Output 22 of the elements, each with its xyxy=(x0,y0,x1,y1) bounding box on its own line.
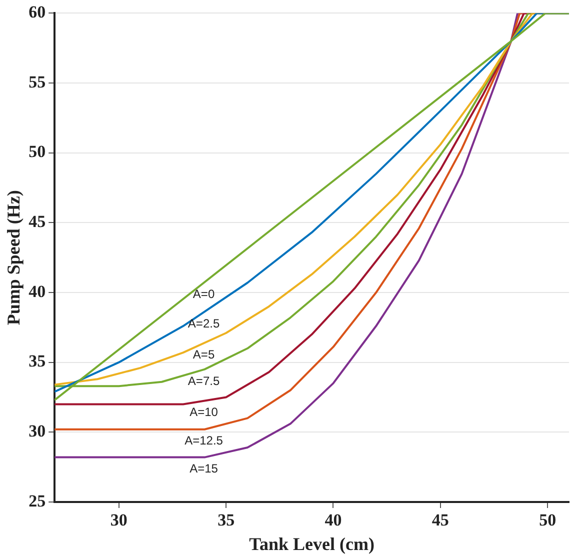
x-tick-label: 30 xyxy=(110,510,128,530)
series-label: A=15 xyxy=(190,462,218,476)
y-tick-label: 40 xyxy=(28,282,46,301)
x-tick-label: 50 xyxy=(539,510,556,530)
y-axis-title: Pump Speed (Hz) xyxy=(3,190,24,326)
series-label: A=7.5 xyxy=(188,374,220,388)
y-tick-label: 35 xyxy=(28,352,46,371)
y-tick-label: 30 xyxy=(28,422,46,441)
y-tick-label: 25 xyxy=(28,491,46,510)
y-tick-label: 45 xyxy=(28,212,46,232)
x-axis-title: Tank Level (cm) xyxy=(249,534,374,554)
y-tick-label: 55 xyxy=(28,72,46,92)
x-tick-label: 35 xyxy=(218,510,235,530)
series-label: A=5 xyxy=(192,347,215,362)
x-tick-label: 45 xyxy=(432,510,449,530)
series-label: A=2.5 xyxy=(188,316,220,330)
series-label: A=0 xyxy=(192,287,215,302)
series-label: A=12.5 xyxy=(184,434,224,448)
x-tick-label: 40 xyxy=(324,510,342,530)
series-label: A=10 xyxy=(190,405,218,420)
y-tick-label: 60 xyxy=(28,2,46,22)
y-tick-label: 50 xyxy=(28,142,46,162)
